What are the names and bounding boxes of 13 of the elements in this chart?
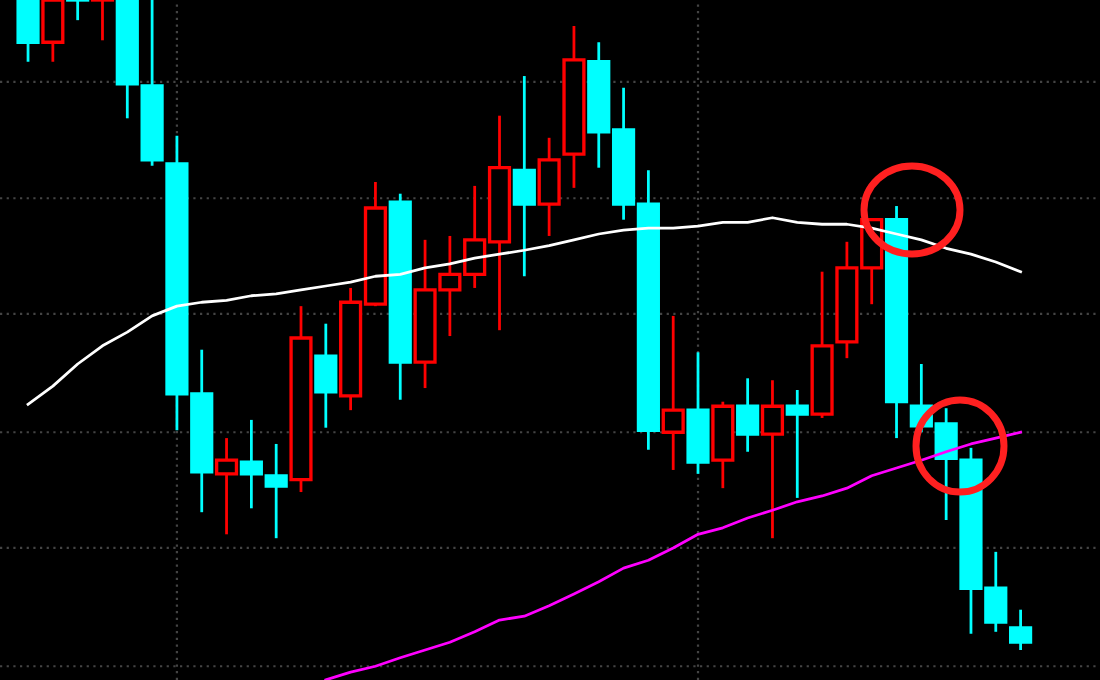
candlestick bbox=[1009, 608, 1033, 652]
candlestick bbox=[16, 0, 40, 64]
candlestick bbox=[736, 376, 760, 454]
candlestick bbox=[41, 0, 65, 64]
candlestick bbox=[90, 0, 115, 42]
candlestick bbox=[512, 74, 536, 278]
candlestick bbox=[66, 0, 90, 22]
candlestick bbox=[661, 314, 685, 472]
candlestick bbox=[314, 322, 338, 430]
candlestick bbox=[537, 136, 561, 238]
candlestick bbox=[760, 378, 785, 540]
candlestick bbox=[785, 388, 809, 500]
candlestick bbox=[214, 436, 239, 536]
